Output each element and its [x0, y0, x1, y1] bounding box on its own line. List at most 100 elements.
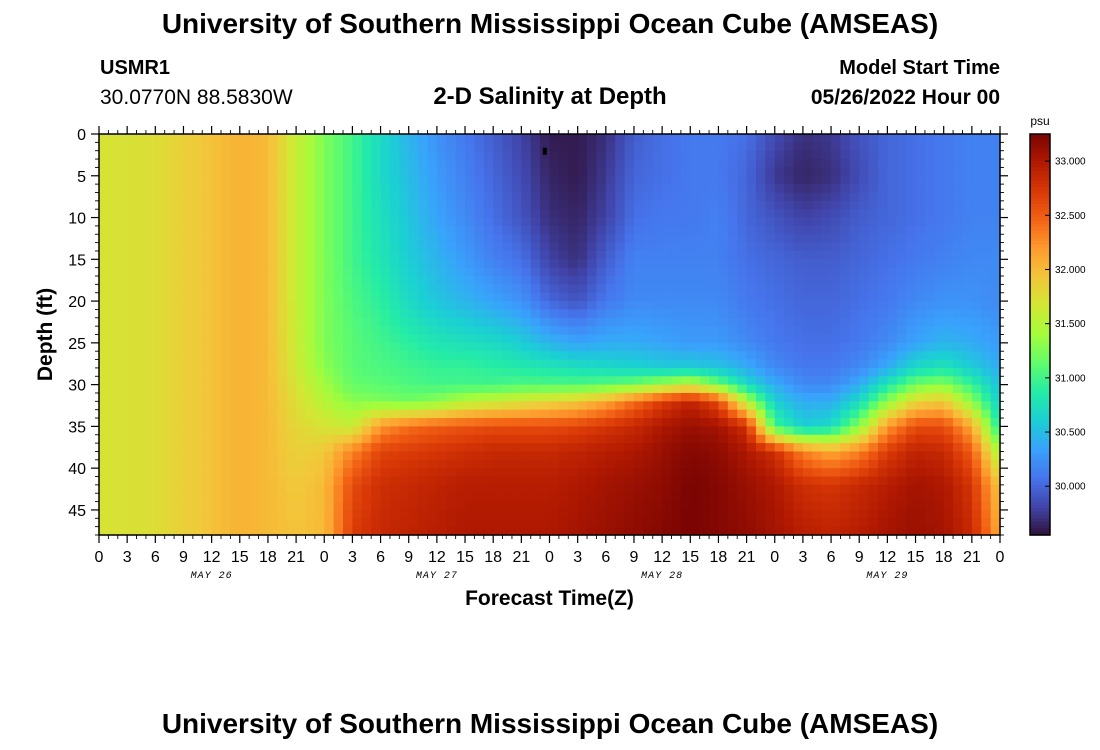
heatmap-cell: [906, 259, 917, 269]
heatmap-cell: [831, 384, 842, 394]
heatmap-cell: [953, 142, 964, 152]
heatmap-cell: [990, 526, 1001, 536]
heatmap-cell: [380, 351, 391, 361]
heatmap-cell: [455, 334, 466, 344]
heatmap-cell: [305, 501, 316, 511]
heatmap-cell: [127, 351, 138, 361]
heatmap-cell: [934, 359, 945, 369]
heatmap-cell: [249, 334, 260, 344]
heatmap-cell: [324, 468, 335, 478]
heatmap-cell: [333, 509, 344, 519]
heatmap-cell: [896, 418, 907, 427]
heatmap-cell: [577, 326, 588, 336]
heatmap-cell: [633, 167, 644, 177]
heatmap-cell: [765, 434, 776, 444]
heatmap-cell: [108, 225, 119, 235]
heatmap-cell: [849, 309, 860, 319]
heatmap-cell: [399, 209, 410, 219]
heatmap-cell: [502, 342, 513, 352]
heatmap-cell: [361, 292, 372, 302]
heatmap-cell: [286, 276, 297, 285]
heatmap-cell: [239, 451, 250, 461]
heatmap-cell: [793, 342, 804, 352]
heatmap-cell: [418, 309, 429, 319]
heatmap-cell: [680, 443, 691, 453]
heatmap-cell: [239, 159, 250, 169]
heatmap-cell: [765, 234, 776, 244]
heatmap-cell: [981, 142, 992, 152]
heatmap-cell: [333, 267, 344, 277]
heatmap-cell: [971, 376, 982, 386]
heatmap-cell: [530, 409, 541, 419]
heatmap-cell: [943, 376, 954, 386]
heatmap-cell: [183, 501, 194, 511]
heatmap-cell: [699, 267, 710, 277]
heatmap-cell: [277, 209, 288, 219]
heatmap-cell: [540, 225, 551, 235]
heatmap-cell: [155, 159, 166, 169]
heatmap-cell: [493, 292, 504, 302]
heatmap-cell: [221, 259, 231, 269]
heatmap-cell: [389, 301, 400, 311]
heatmap-cell: [324, 451, 335, 461]
heatmap-cell: [643, 225, 654, 235]
heatmap-cell: [221, 159, 231, 169]
heatmap-cell: [343, 301, 354, 311]
heatmap-cell: [352, 184, 363, 194]
heatmap-cell: [877, 418, 888, 427]
heatmap-cell: [774, 451, 785, 461]
heatmap-cell: [981, 309, 992, 319]
heatmap-cell: [230, 267, 241, 277]
heatmap-cell: [436, 468, 447, 478]
heatmap-cell: [633, 509, 644, 519]
heatmap-cell: [483, 518, 494, 528]
heatmap-cell: [399, 234, 410, 244]
heatmap-cell: [408, 426, 419, 436]
heatmap-cell: [962, 301, 973, 311]
heatmap-cell: [249, 326, 260, 336]
heatmap-cell: [493, 484, 504, 494]
heatmap-cell: [174, 451, 185, 461]
heatmap-cell: [136, 134, 147, 143]
heatmap-cell: [136, 184, 147, 194]
heatmap-cell: [408, 150, 419, 160]
heatmap-cell: [183, 292, 194, 302]
heatmap-cell: [202, 159, 213, 169]
heatmap-cell: [305, 276, 316, 285]
heatmap-cell: [868, 493, 879, 503]
heatmap-cell: [333, 150, 344, 160]
heatmap-cell: [643, 493, 654, 503]
heatmap-cell: [558, 142, 569, 152]
heatmap-cell: [267, 150, 278, 160]
heatmap-cell: [652, 392, 663, 402]
heatmap-cell: [145, 150, 156, 160]
heatmap-cell: [164, 509, 175, 519]
heatmap-cell: [577, 367, 588, 377]
heatmap-cell: [737, 342, 748, 352]
station-marker: [542, 147, 547, 155]
heatmap-cell: [136, 518, 147, 528]
heatmap-cell: [924, 426, 935, 436]
heatmap-cell: [596, 518, 607, 528]
heatmap-cell: [267, 192, 278, 202]
heatmap-cell: [127, 409, 138, 419]
heatmap-cell: [511, 242, 522, 252]
heatmap-cell: [343, 451, 354, 461]
heatmap-cell: [652, 217, 663, 227]
heatmap-cell: [305, 175, 316, 185]
heatmap-cell: [117, 159, 128, 169]
heatmap-cell: [671, 301, 682, 311]
heatmap-cell: [671, 342, 682, 352]
heatmap-cell: [267, 267, 278, 277]
heatmap-cell: [671, 234, 682, 244]
heatmap-cell: [746, 426, 757, 436]
heatmap-cell: [521, 418, 532, 427]
heatmap-cell: [877, 359, 888, 369]
heatmap-cell: [211, 184, 222, 194]
heatmap-cell: [540, 284, 551, 294]
heatmap-cell: [502, 292, 513, 302]
heatmap-cell: [249, 209, 260, 219]
heatmap-cell: [737, 134, 748, 143]
heatmap-cell: [793, 234, 804, 244]
heatmap-cell: [127, 267, 138, 277]
